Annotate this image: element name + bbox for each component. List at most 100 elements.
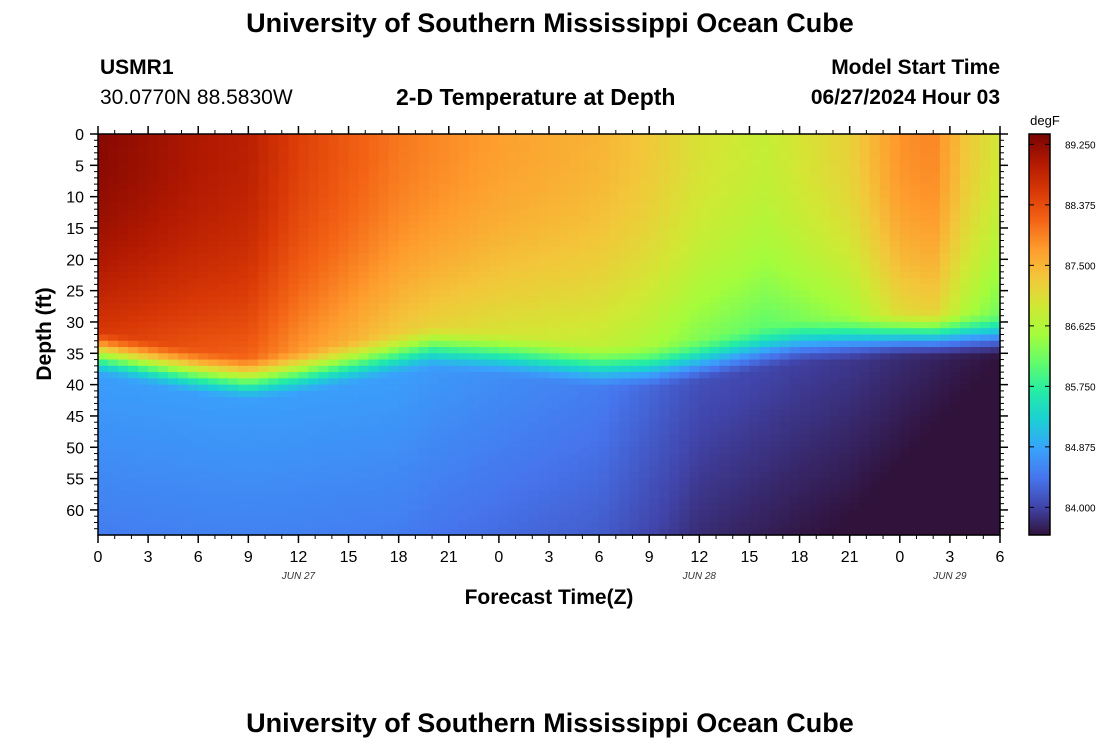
heatmap-cell — [849, 209, 861, 217]
heatmap-cell — [268, 478, 279, 486]
heatmap-cell — [438, 353, 450, 361]
heatmap-cell — [699, 466, 710, 473]
heatmap-cell — [829, 165, 841, 173]
heatmap-cell — [258, 522, 269, 530]
heatmap-cell — [649, 403, 660, 411]
heatmap-cell — [368, 509, 380, 517]
heatmap-cell — [308, 428, 320, 436]
heatmap-cell — [709, 140, 720, 148]
heatmap-cell — [518, 397, 530, 405]
heatmap-cell — [629, 146, 640, 154]
heatmap-cell — [849, 315, 861, 323]
heatmap-cell — [789, 484, 801, 492]
heatmap-cell — [338, 184, 350, 191]
heatmap-cell — [709, 497, 720, 505]
heatmap-cell — [188, 253, 199, 260]
heatmap-cell — [458, 159, 470, 166]
heatmap-cell — [268, 146, 279, 154]
heatmap-cell — [358, 491, 370, 499]
heatmap-cell — [789, 315, 801, 323]
heatmap-cell — [518, 340, 530, 348]
heatmap-cell — [709, 428, 720, 436]
heatmap-cell — [819, 265, 831, 273]
heatmap-cell — [238, 177, 249, 185]
heatmap-cell — [859, 422, 871, 430]
heatmap-cell — [609, 165, 620, 173]
heatmap-cell — [809, 509, 821, 517]
heatmap-cell — [799, 209, 811, 217]
heatmap-cell — [639, 415, 650, 423]
heatmap-cell — [869, 265, 881, 273]
heatmap-cell — [108, 472, 119, 480]
heatmap-cell — [569, 422, 580, 430]
page-title: University of Southern Mississippi Ocean… — [246, 8, 854, 38]
heatmap-cell — [518, 221, 530, 229]
heatmap-cell — [488, 303, 500, 311]
heatmap-cell — [118, 315, 129, 323]
heatmap-cell — [108, 503, 119, 511]
heatmap-cell — [669, 522, 680, 530]
heatmap-cell — [869, 303, 881, 311]
heatmap-cell — [288, 321, 300, 329]
heatmap-cell — [799, 240, 811, 248]
heatmap-cell — [849, 478, 861, 486]
heatmap-cell — [108, 328, 119, 336]
heatmap-cell — [498, 409, 510, 417]
heatmap-cell — [378, 184, 390, 191]
heatmap-cell — [639, 196, 650, 204]
heatmap-cell — [118, 184, 129, 191]
heatmap-cell — [779, 134, 791, 141]
heatmap-cell — [579, 152, 590, 160]
heatmap-cell — [108, 516, 119, 524]
heatmap-cell — [649, 165, 660, 173]
heatmap-cell — [178, 296, 189, 304]
heatmap-cell — [739, 422, 751, 430]
heatmap-cell — [528, 484, 540, 492]
heatmap-cell — [689, 522, 700, 530]
heatmap-cell — [508, 409, 520, 417]
heatmap-cell — [659, 347, 670, 354]
heatmap-cell — [819, 240, 831, 248]
heatmap-cell — [408, 202, 420, 210]
heatmap-cell — [729, 328, 741, 336]
heatmap-cell — [669, 271, 680, 279]
heatmap-cell — [729, 246, 741, 254]
heatmap-cell — [749, 177, 761, 185]
heatmap-cell — [619, 441, 630, 448]
heatmap-cell — [669, 215, 680, 223]
heatmap-cell — [218, 146, 229, 154]
heatmap-cell — [118, 403, 129, 411]
heatmap-cell — [869, 484, 881, 492]
heatmap-cell — [829, 497, 841, 505]
heatmap-cell — [298, 271, 310, 279]
heatmap-cell — [218, 384, 229, 392]
heatmap-cell — [749, 528, 761, 536]
heatmap-cell — [258, 171, 269, 179]
heatmap-cell — [869, 296, 881, 304]
heatmap-cell — [498, 384, 510, 392]
heatmap-cell — [699, 441, 710, 448]
heatmap-cell — [659, 478, 670, 486]
heatmap-cell — [518, 441, 530, 448]
heatmap-cell — [238, 246, 249, 254]
heatmap-cell — [759, 522, 771, 530]
heatmap-cell — [238, 328, 249, 336]
heatmap-cell — [248, 265, 259, 273]
heatmap-cell — [238, 134, 249, 141]
heatmap-cell — [659, 140, 670, 148]
heatmap-cell — [398, 221, 410, 229]
heatmap-cell — [829, 221, 841, 229]
heatmap-cell — [318, 290, 330, 298]
heatmap-cell — [268, 409, 279, 417]
heatmap-cell — [669, 284, 680, 292]
heatmap-cell — [789, 271, 801, 279]
heatmap-cell — [228, 328, 239, 336]
station-coordinates: 30.0770N 88.5830W — [100, 86, 293, 109]
heatmap-cell — [799, 190, 811, 198]
heatmap-cell — [829, 227, 841, 235]
heatmap-cell — [589, 202, 600, 210]
heatmap-cell — [779, 190, 791, 198]
heatmap-cell — [368, 152, 380, 160]
heatmap-cell — [358, 227, 370, 235]
heatmap-cell — [829, 134, 841, 141]
